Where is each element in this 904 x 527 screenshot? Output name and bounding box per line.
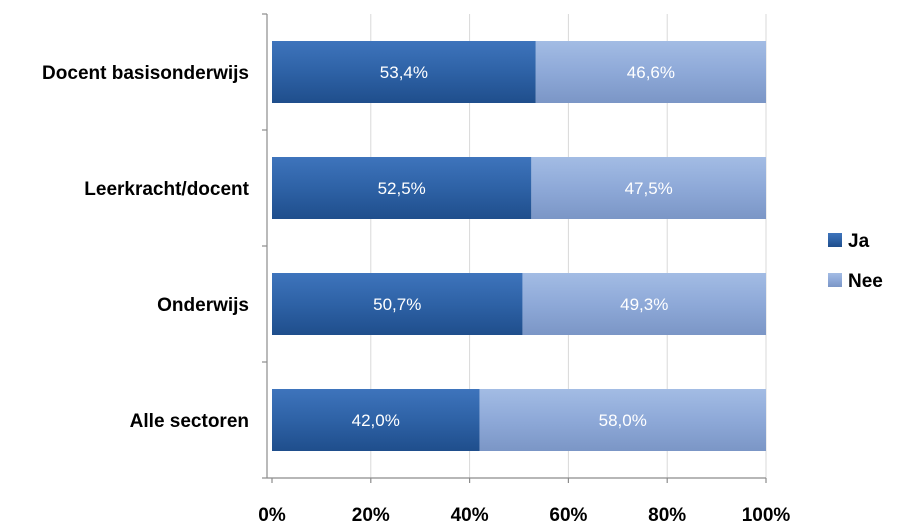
x-tick-label-5: 100% [742, 505, 791, 526]
legend-swatch-ja [828, 233, 842, 247]
bar-ja-2 [272, 273, 523, 335]
data-label-nee-2: 49,3% [620, 295, 668, 314]
bar-nee-2 [522, 273, 766, 335]
legend-label-nee: Nee [848, 271, 883, 292]
data-label-ja-1: 52,5% [378, 179, 426, 198]
category-label-1: Leerkracht/docent [84, 179, 249, 200]
legend-label-ja: Ja [848, 231, 870, 252]
bar-ja-1 [272, 157, 532, 219]
x-tick-label-4: 80% [648, 505, 686, 526]
data-label-nee-1: 47,5% [625, 179, 673, 198]
bar-nee-0 [535, 41, 766, 103]
bar-nee-1 [531, 157, 766, 219]
data-label-nee-0: 46,6% [627, 63, 675, 82]
category-label-0: Docent basisonderwijs [42, 63, 249, 84]
data-label-ja-3: 42,0% [352, 411, 400, 430]
bar-ja-3 [272, 389, 480, 451]
data-label-ja-2: 50,7% [373, 295, 421, 314]
x-tick-labels: 0% 20% 40% 60% 80% 100% [258, 505, 790, 526]
bar-ja-0 [272, 41, 536, 103]
category-labels: Docent basisonderwijs Leerkracht/docent On… [42, 63, 250, 432]
data-label-ja-0: 53,4% [380, 63, 428, 82]
bars: 53,4% 46,6% 52,5% 47,5% 50,7% 49,3% 42,0% 58,0% [272, 41, 766, 451]
x-tick-label-3: 60% [549, 505, 587, 526]
axes [262, 13, 767, 483]
x-tick-label-0: 0% [258, 505, 286, 526]
x-tick-label-1: 20% [352, 505, 390, 526]
legend: Ja Nee [828, 231, 883, 292]
category-label-3: Alle sectoren [130, 411, 249, 432]
data-label-nee-3: 58,0% [599, 411, 647, 430]
x-tick-label-2: 40% [451, 505, 489, 526]
bar-nee-3 [479, 389, 766, 451]
category-label-2: Onderwijs [157, 295, 249, 316]
legend-swatch-nee [828, 273, 842, 287]
